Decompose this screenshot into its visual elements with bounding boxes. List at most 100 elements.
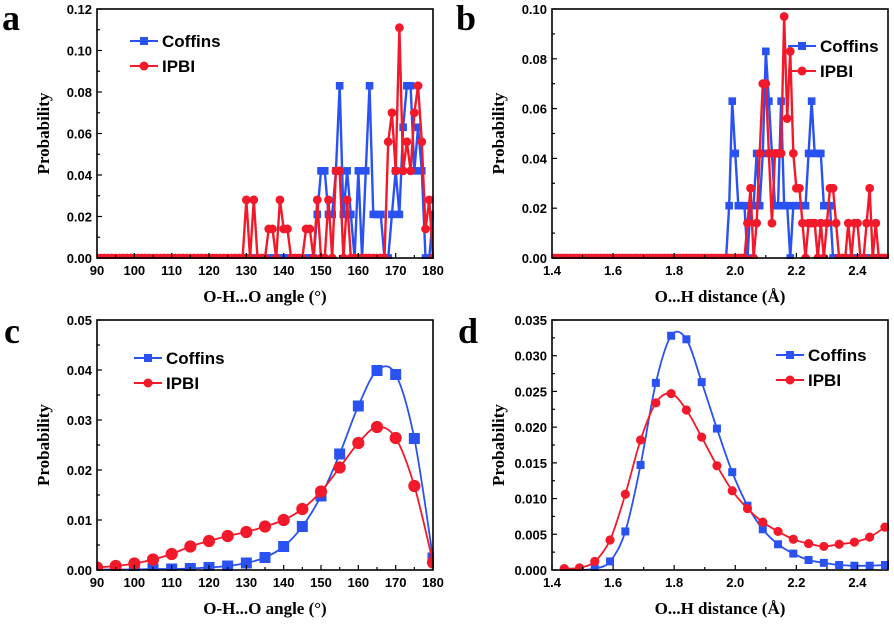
y-tick-label: 0.015 [514, 456, 547, 471]
plot-frame [96, 8, 434, 259]
data-point [222, 560, 234, 571]
y-tick-label: 0.02 [67, 463, 92, 478]
data-point [620, 489, 630, 499]
y-tick-label: 0.04 [67, 363, 93, 378]
series-line-ipbi [97, 425, 434, 569]
data-point [249, 195, 259, 205]
data-point [826, 201, 834, 210]
x-tick-label: 2.4 [848, 263, 867, 278]
data-point [727, 486, 737, 496]
data-point [314, 485, 328, 498]
legend-item-ipbi: IPBI [788, 62, 853, 81]
data-point [798, 218, 807, 228]
series-line-coffins [97, 84, 434, 259]
y-tick-label: 0.020 [514, 420, 547, 435]
data-point [418, 167, 426, 175]
data-point [785, 46, 795, 56]
data-point [740, 201, 749, 210]
x-tick-label: 120 [198, 575, 220, 590]
series-group [559, 330, 889, 571]
data-point [109, 559, 122, 571]
data-point [731, 149, 740, 158]
data-point [834, 539, 844, 549]
data-point [783, 201, 791, 210]
legend-marker-square-icon [786, 351, 794, 359]
series-line-coffins [564, 330, 885, 571]
data-point [621, 527, 630, 536]
legend-marker-circle-icon [785, 375, 795, 385]
data-point [786, 254, 795, 259]
y-tick-label: 0.04 [67, 168, 93, 183]
data-point [240, 557, 252, 569]
y-tick-label: 0.02 [67, 210, 92, 225]
x-tick-label: 170 [385, 263, 407, 278]
legend: Coffins IPBI [776, 346, 867, 390]
legend-label: Coffins [820, 37, 879, 56]
data-point [429, 210, 434, 219]
data-point [788, 534, 798, 544]
data-point [835, 561, 844, 569]
series-ipbi [559, 388, 889, 571]
data-point [240, 525, 253, 539]
legend-item-ipbi: IPBI [134, 374, 199, 393]
data-point [816, 218, 826, 228]
series-line-coffins [552, 50, 889, 259]
y-tick-label: 0.06 [522, 102, 547, 117]
data-point [354, 167, 363, 175]
data-point [406, 81, 415, 90]
x-tick-label: 2.2 [787, 575, 805, 590]
legend-label: IPBI [166, 374, 199, 393]
data-point [408, 479, 421, 493]
legend-marker-circle-icon [143, 378, 153, 388]
data-point [296, 502, 309, 516]
data-point [776, 149, 786, 158]
y-tick-label: 0.10 [522, 2, 547, 17]
x-axis-title: O-H...O angle (°) [203, 599, 326, 618]
legend-label: IPBI [162, 57, 195, 76]
data-point [268, 224, 277, 234]
legend: Coffins IPBI [134, 349, 225, 393]
data-point [333, 461, 346, 474]
y-tick-label: 0.035 [514, 313, 547, 328]
x-tick-label: 150 [310, 263, 332, 278]
y-tick-label: 0.03 [67, 413, 92, 428]
y-tick-label: 0.00 [67, 563, 92, 578]
data-point [128, 557, 141, 570]
data-point [773, 526, 783, 537]
data-point [388, 210, 396, 219]
legend: Coffins IPBI [130, 32, 221, 76]
data-point [409, 108, 419, 118]
panel-c: c 90 100 110 120 130 140 150 160 170 180 0.00 0.01 0… [4, 311, 444, 618]
data-point [559, 563, 569, 571]
data-point [221, 529, 234, 543]
series-line-coffins [97, 365, 434, 571]
x-tick-label: 1.6 [604, 263, 622, 278]
series-line-ipbi [564, 392, 886, 570]
series-group [97, 23, 434, 259]
data-point [807, 97, 816, 105]
x-tick-label: 1.4 [543, 575, 562, 590]
series-ipbi [97, 420, 434, 571]
data-point [880, 522, 889, 532]
data-point [590, 556, 600, 567]
data-point [165, 547, 178, 561]
x-tick-label: 150 [310, 575, 332, 590]
data-point [335, 81, 344, 90]
data-point [365, 81, 374, 90]
data-point [590, 564, 599, 571]
data-point [636, 461, 645, 469]
data-point [758, 525, 767, 534]
data-point [831, 218, 841, 228]
data-point [774, 201, 782, 210]
data-point [762, 47, 770, 56]
y-tick-label: 0.08 [522, 52, 547, 67]
legend-marker-circle-icon [139, 61, 149, 71]
panel-letter-d: d [458, 311, 478, 351]
data-point [371, 365, 383, 376]
x-tick-label: 1.8 [665, 263, 683, 278]
data-point [424, 195, 434, 205]
data-point [666, 388, 676, 399]
data-point [865, 183, 875, 193]
data-point [574, 563, 585, 571]
